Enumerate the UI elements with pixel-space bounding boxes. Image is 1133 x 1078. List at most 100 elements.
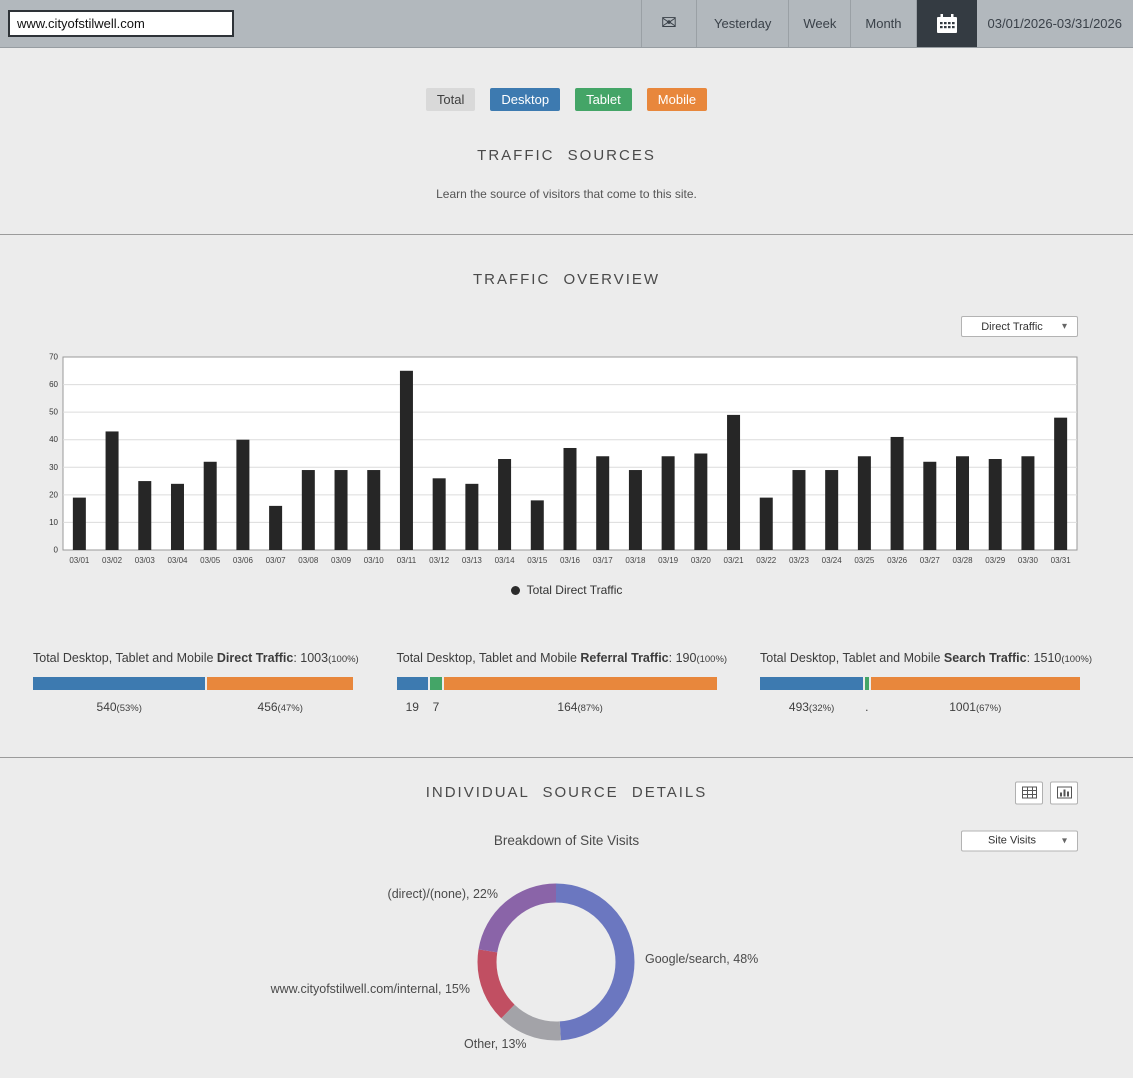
filter-desktop-button[interactable]: Desktop	[490, 88, 561, 111]
stat-label: Total Desktop, Tablet and Mobile Search …	[760, 651, 1092, 665]
svg-text:03/25: 03/25	[854, 556, 875, 565]
svg-text:03/12: 03/12	[429, 556, 450, 565]
svg-text:40: 40	[49, 435, 58, 444]
table-view-button[interactable]	[1015, 781, 1043, 804]
donut-slice	[477, 883, 635, 1041]
svg-text:03/27: 03/27	[920, 556, 941, 565]
traffic-sources-subtitle: Learn the source of visitors that come t…	[436, 187, 697, 201]
donut-slice	[477, 883, 635, 1041]
url-input[interactable]	[8, 10, 234, 37]
svg-text:03/02: 03/02	[102, 556, 123, 565]
svg-text:03/22: 03/22	[756, 556, 777, 565]
svg-text:03/20: 03/20	[691, 556, 712, 565]
traffic-type-dropdown[interactable]: Direct Traffic ▾	[961, 316, 1078, 337]
metric-dropdown-value: Site Visits	[987, 834, 1037, 847]
svg-text:03/28: 03/28	[953, 556, 974, 565]
svg-text:03/09: 03/09	[331, 556, 352, 565]
svg-text:03/26: 03/26	[887, 556, 908, 565]
stat-search-traffic: Total Desktop, Tablet and Mobile Search …	[760, 651, 1092, 714]
stat-segment-label: 456(47%)	[257, 700, 303, 714]
table-view-icon	[1021, 786, 1037, 799]
section-divider	[0, 757, 1133, 758]
stat-direct-traffic: Total Desktop, Tablet and Mobile Direct …	[33, 651, 359, 714]
svg-text:03/29: 03/29	[985, 556, 1006, 565]
svg-text:03/24: 03/24	[822, 556, 843, 565]
filter-tablet-button[interactable]: Tablet	[575, 88, 632, 111]
svg-text:03/14: 03/14	[495, 556, 516, 565]
svg-text:10: 10	[49, 518, 58, 527]
stat-label: Total Desktop, Tablet and Mobile Direct …	[33, 651, 359, 665]
stat-bar-segment	[865, 677, 869, 690]
calendar-icon	[936, 13, 957, 33]
svg-text:03/01: 03/01	[69, 556, 90, 565]
stat-segment-label: 493(32%)	[788, 700, 835, 714]
svg-text:20: 20	[49, 490, 58, 499]
chart-legend: Total Direct Traffic	[0, 583, 1133, 597]
metric-dropdown[interactable]: Site Visits ▾	[961, 830, 1078, 851]
stat-referral-traffic: Total Desktop, Tablet and Mobile Referra…	[396, 651, 728, 714]
svg-text:60: 60	[49, 380, 58, 389]
stat-segment-labels: 540(53%) 456(47%)	[33, 700, 353, 714]
svg-text:03/06: 03/06	[233, 556, 254, 565]
stat-stacked-bar	[760, 677, 1080, 690]
section-title-source-details: INDIVIDUAL SOURCE DETAILS	[425, 784, 708, 801]
svg-text:03/23: 03/23	[789, 556, 810, 565]
traffic-bar-chart: 0 10 20 30 40 50 60 70 03/01 03/02 03/03 03/04 03/05…	[30, 353, 1133, 576]
email-button[interactable]: ✉	[641, 0, 696, 47]
stat-stacked-bar	[33, 677, 353, 690]
stat-segment-label: 19	[405, 700, 419, 714]
stat-label: Total Desktop, Tablet and Mobile Referra…	[396, 651, 728, 665]
topbar: ✉ Yesterday Week Month 03/01/2026-03/31/…	[0, 0, 1133, 48]
stat-segment-label: 7	[432, 700, 440, 714]
site-visits-donut-chart: Google/search, 48% Other, 13% www.cityofst…	[0, 872, 1133, 1072]
donut-label: (direct)/(none), 22%	[387, 887, 498, 901]
month-button[interactable]: Month	[850, 0, 915, 47]
filter-mobile-button[interactable]: Mobile	[646, 88, 708, 111]
stat-bar-segment	[396, 677, 429, 690]
svg-text:03/11: 03/11	[397, 556, 417, 565]
svg-text:0: 0	[54, 546, 59, 555]
svg-text:70: 70	[49, 353, 58, 362]
svg-text:03/19: 03/19	[658, 556, 679, 565]
view-toggle-group	[1015, 781, 1078, 804]
chevron-down-icon: ▾	[1062, 321, 1068, 332]
svg-text:03/15: 03/15	[527, 556, 548, 565]
donut-label: Other, 13%	[464, 1037, 527, 1051]
stat-bar-segment	[33, 677, 206, 690]
filter-total-button[interactable]: Total	[425, 88, 476, 111]
stat-segment-labels: 493(32%). 1001(67%)	[760, 700, 1080, 714]
legend-label: Total Direct Traffic	[526, 583, 623, 597]
date-range: 03/01/2026-03/31/2026	[987, 16, 1122, 31]
stat-bar-segment	[760, 677, 864, 690]
yesterday-button[interactable]: Yesterday	[696, 0, 788, 47]
stat-segment-label: .	[865, 700, 869, 714]
section-title-traffic-sources: TRAFFIC SOURCES	[477, 147, 656, 164]
breakdown-subtitle: Breakdown of Site Visits	[493, 833, 640, 848]
week-button[interactable]: Week	[788, 0, 850, 47]
donut-label: www.cityofstilwell.com/internal, 15%	[270, 982, 470, 996]
stat-bar-segment	[207, 677, 353, 690]
svg-text:03/13: 03/13	[462, 556, 483, 565]
chevron-down-icon: ▾	[1062, 835, 1068, 846]
stat-segment-label: 1001(67%)	[949, 700, 1002, 714]
svg-text:03/05: 03/05	[200, 556, 221, 565]
chart-view-button[interactable]	[1050, 781, 1078, 804]
calendar-button[interactable]	[915, 0, 977, 47]
traffic-type-dropdown-value: Direct Traffic	[981, 320, 1043, 333]
stat-bar-segment	[430, 677, 442, 690]
envelope-icon: ✉	[661, 13, 678, 34]
svg-text:30: 30	[49, 463, 58, 472]
svg-text:03/07: 03/07	[266, 556, 287, 565]
legend-marker-icon	[510, 585, 520, 595]
stat-stacked-bar	[396, 677, 717, 690]
svg-text:03/18: 03/18	[625, 556, 646, 565]
donut-label: Google/search, 48%	[645, 952, 759, 966]
section-title-traffic-overview: TRAFFIC OVERVIEW	[472, 271, 661, 288]
svg-text:03/30: 03/30	[1018, 556, 1039, 565]
stat-segment-labels: 19 7 164(87%)	[397, 700, 717, 714]
svg-text:03/03: 03/03	[135, 556, 156, 565]
svg-text:03/08: 03/08	[298, 556, 319, 565]
svg-text:03/31: 03/31	[1051, 556, 1072, 565]
bar-chart-view-icon	[1056, 786, 1072, 799]
svg-text:03/17: 03/17	[593, 556, 614, 565]
